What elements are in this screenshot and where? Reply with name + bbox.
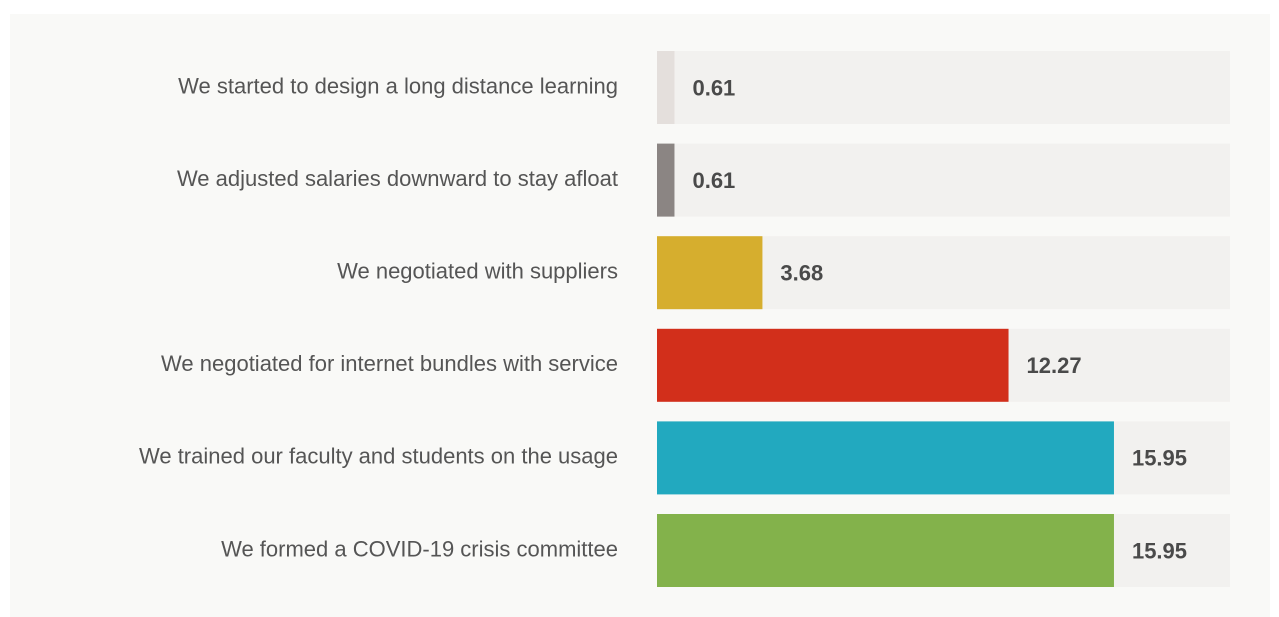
category-label: We started to design a long distance lea…	[178, 73, 618, 98]
category-label: We negotiated for internet bundles with …	[161, 351, 618, 376]
bar	[657, 421, 1114, 495]
category-label: We trained our faculty and students on t…	[139, 444, 618, 469]
bar	[657, 514, 1114, 587]
value-label: 15.95	[1132, 446, 1187, 471]
category-label: We formed a COVID-19 crisis committee	[221, 536, 618, 561]
bar	[657, 51, 675, 124]
bar	[657, 143, 675, 217]
bar-track	[657, 51, 1230, 124]
category-label: We negotiated with suppliers	[337, 259, 618, 284]
bar	[657, 328, 1009, 402]
value-label: 15.95	[1132, 538, 1187, 563]
value-label: 3.68	[780, 261, 823, 286]
value-label: 12.27	[1027, 353, 1082, 378]
category-label: We adjusted salaries downward to stay af…	[177, 166, 618, 191]
value-label: 0.61	[692, 168, 735, 193]
value-label: 0.61	[692, 75, 735, 100]
bar-track	[657, 143, 1230, 217]
bar	[657, 236, 763, 310]
